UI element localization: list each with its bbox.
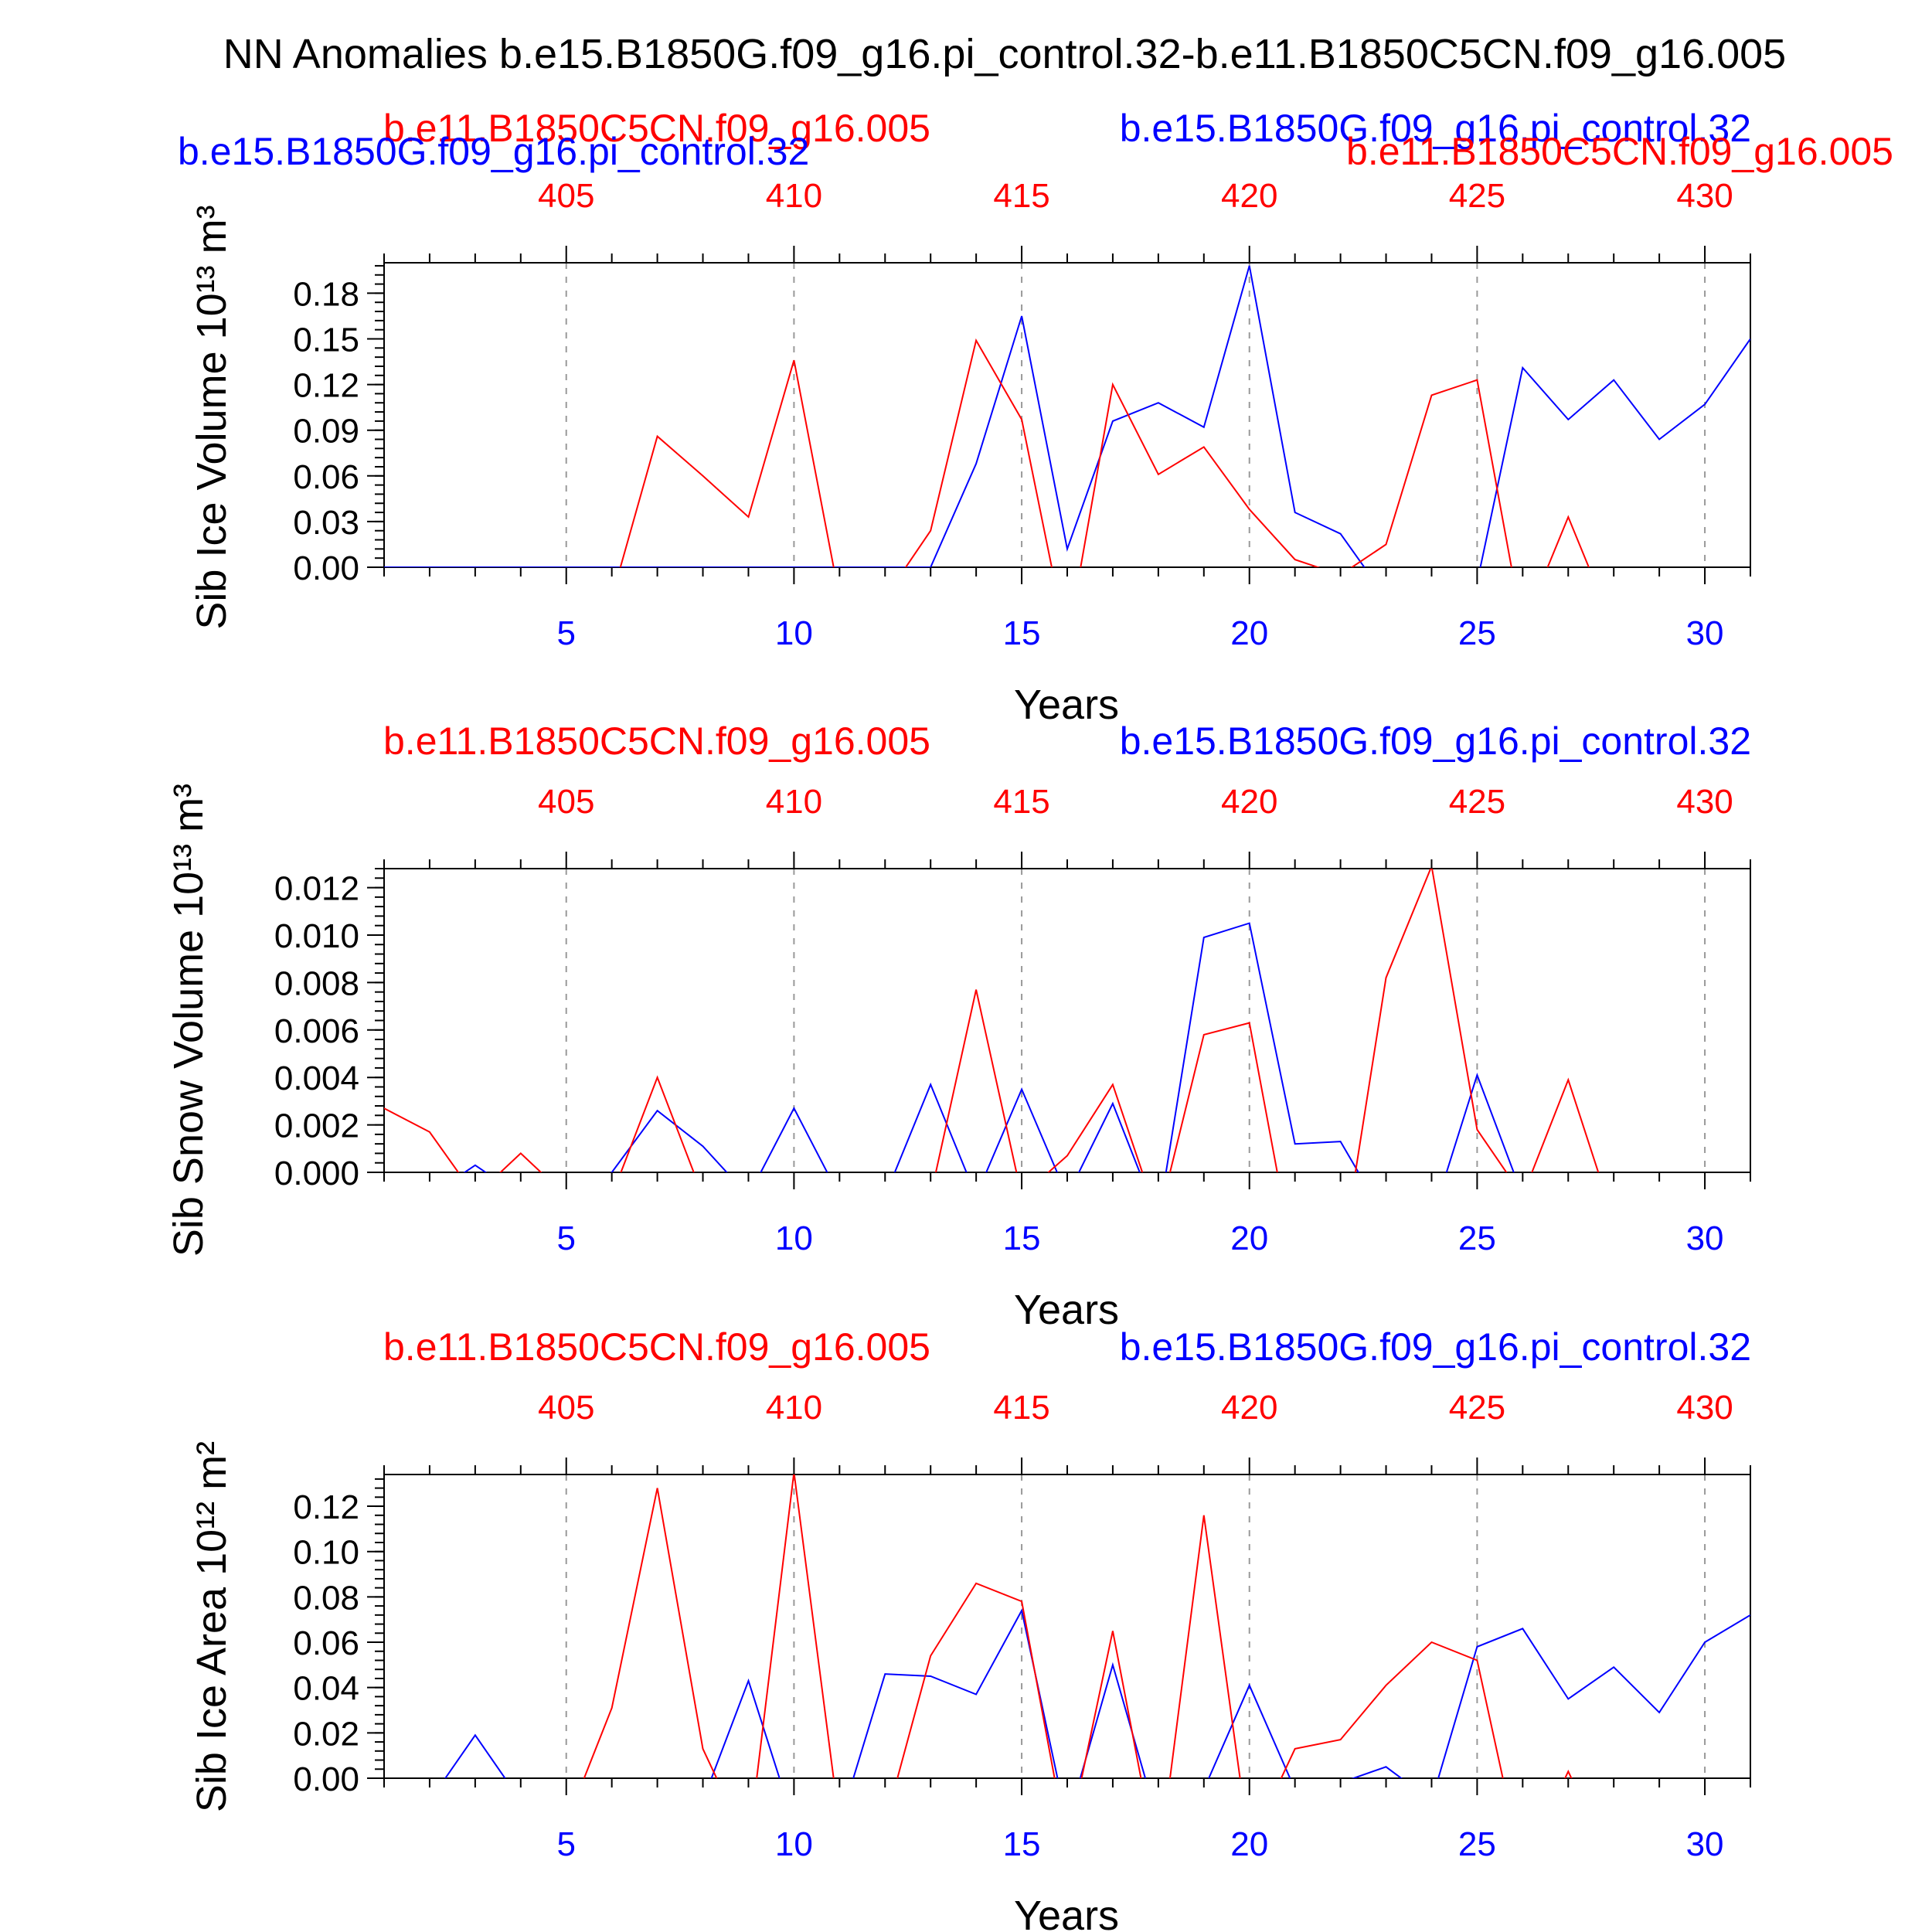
x-tick-label-top: 410 xyxy=(766,783,822,821)
panel-2-blue-legend: b.e15.B1850G.f09_g16.pi_control.32 xyxy=(1120,719,1751,763)
panel-1-xlabel: Years xyxy=(1014,682,1119,728)
x-tick-label-top: 430 xyxy=(1676,1389,1733,1427)
x-tick-label-bottom: 30 xyxy=(1686,614,1724,652)
plot-frame xyxy=(383,262,1751,568)
panel-1-blue-legend: b.e15.B1850G.f09_g16.pi_control.32 xyxy=(1120,107,1751,150)
y-tick-label: 0.002 xyxy=(274,1107,359,1145)
x-tick-label-bottom: 15 xyxy=(1003,1825,1041,1863)
x-tick-label-bottom: 20 xyxy=(1230,1219,1268,1257)
x-tick-label-top: 405 xyxy=(538,1389,594,1427)
y-tick-label: 0.06 xyxy=(293,1624,359,1662)
x-tick-label-bottom: 15 xyxy=(1003,614,1041,652)
x-tick-label-top: 425 xyxy=(1449,177,1505,215)
x-tick-label-top: 425 xyxy=(1449,783,1505,821)
panel-3-red-legend: b.e11.B1850C5CN.f09_g16.005 xyxy=(383,1325,930,1369)
x-tick-label-bottom: 10 xyxy=(775,1825,813,1863)
series-line-red xyxy=(619,338,1590,567)
panel-2-ylabel: Sib Snow Volume 10¹³ m³ xyxy=(165,784,212,1257)
panel-3-ylabel: Sib Ice Area 10¹² m² xyxy=(189,1441,235,1812)
x-tick-label-bottom: 5 xyxy=(556,1825,575,1863)
figure-title: NN Anomalies b.e15.B1850G.f09_g16.pi_con… xyxy=(223,31,1786,77)
y-tick-label: 0.012 xyxy=(274,870,359,908)
x-tick-label-top: 425 xyxy=(1449,1389,1505,1427)
x-tick-label-bottom: 30 xyxy=(1686,1825,1724,1863)
y-tick-label: 0.02 xyxy=(293,1715,359,1753)
y-tick-label: 0.04 xyxy=(293,1670,359,1708)
y-tick-label: 0.010 xyxy=(274,917,359,955)
x-tick-label-bottom: 10 xyxy=(775,1219,813,1257)
y-tick-label: 0.08 xyxy=(293,1579,359,1617)
y-tick-label: 0.09 xyxy=(293,413,359,451)
y-tick-label: 0.00 xyxy=(293,549,359,587)
x-tick-label-top: 420 xyxy=(1221,177,1277,215)
x-tick-label-bottom: 10 xyxy=(775,614,813,652)
plot-frame xyxy=(383,1474,1751,1779)
panel-1-red-legend-right: b.e11.B1850C5CN.f09_g16.005 xyxy=(1346,130,1893,173)
x-tick-label-bottom: 20 xyxy=(1230,614,1268,652)
y-tick-label: 0.15 xyxy=(293,321,359,359)
panel-3-blue-legend: b.e15.B1850G.f09_g16.pi_control.32 xyxy=(1120,1325,1751,1369)
panel-ice-volume: b.e11.B1850C5CN.f09_g16.005 b.e15.B1850G… xyxy=(178,107,1893,728)
series-line-blue xyxy=(444,1608,1750,1778)
x-tick-label-top: 415 xyxy=(993,783,1049,821)
series-line-red xyxy=(384,869,1600,1172)
series-line-red xyxy=(583,1475,1573,1778)
x-tick-label-bottom: 25 xyxy=(1458,1825,1496,1863)
y-tick-label: 0.00 xyxy=(293,1760,359,1798)
y-tick-label: 0.12 xyxy=(293,1488,359,1526)
x-tick-label-bottom: 30 xyxy=(1686,1219,1724,1257)
y-tick-label: 0.03 xyxy=(293,504,359,542)
panel-1-ylabel: Sib Ice Volume 10¹³ m³ xyxy=(189,205,235,629)
x-tick-label-top: 415 xyxy=(993,1389,1049,1427)
x-tick-label-top: 430 xyxy=(1676,783,1733,821)
x-tick-label-bottom: 15 xyxy=(1003,1219,1041,1257)
x-tick-label-bottom: 25 xyxy=(1458,1219,1496,1257)
y-tick-label: 0.004 xyxy=(274,1060,359,1097)
y-tick-label: 0.008 xyxy=(274,964,359,1002)
y-tick-label: 0.12 xyxy=(293,367,359,405)
panel-1-blue-legend-left: b.e15.B1850G.f09_g16.pi_control.32 xyxy=(178,130,809,173)
y-tick-label: 0.000 xyxy=(274,1155,359,1192)
panel-2-xlabel: Years xyxy=(1014,1287,1119,1333)
x-tick-label-top: 410 xyxy=(766,1389,822,1427)
panel-2-red-legend: b.e11.B1850C5CN.f09_g16.005 xyxy=(383,719,930,763)
panel-1-red-legend: b.e11.B1850C5CN.f09_g16.005 xyxy=(383,107,930,150)
x-tick-label-bottom: 20 xyxy=(1230,1825,1268,1863)
y-tick-label: 0.10 xyxy=(293,1534,359,1572)
panel-snow-volume: b.e11.B1850C5CN.f09_g16.005 b.e15.B1850G… xyxy=(165,719,1751,1333)
x-tick-label-top: 420 xyxy=(1221,1389,1277,1427)
x-tick-label-bottom: 5 xyxy=(556,1219,575,1257)
series-line-blue xyxy=(384,265,1750,567)
plot-frame xyxy=(383,868,1751,1173)
x-tick-label-top: 405 xyxy=(538,177,594,215)
panel-3-xlabel: Years xyxy=(1014,1893,1119,1932)
x-tick-label-top: 430 xyxy=(1676,177,1733,215)
y-tick-label: 0.006 xyxy=(274,1012,359,1050)
y-tick-label: 0.18 xyxy=(293,275,359,313)
panel-ice-area: b.e11.B1850C5CN.f09_g16.005 b.e15.B1850G… xyxy=(189,1325,1751,1932)
x-tick-label-top: 405 xyxy=(538,783,594,821)
x-tick-label-top: 410 xyxy=(766,177,822,215)
x-tick-label-bottom: 25 xyxy=(1458,614,1496,652)
y-tick-label: 0.06 xyxy=(293,458,359,496)
x-tick-label-top: 415 xyxy=(993,177,1049,215)
x-tick-label-top: 420 xyxy=(1221,783,1277,821)
x-tick-label-bottom: 5 xyxy=(556,614,575,652)
